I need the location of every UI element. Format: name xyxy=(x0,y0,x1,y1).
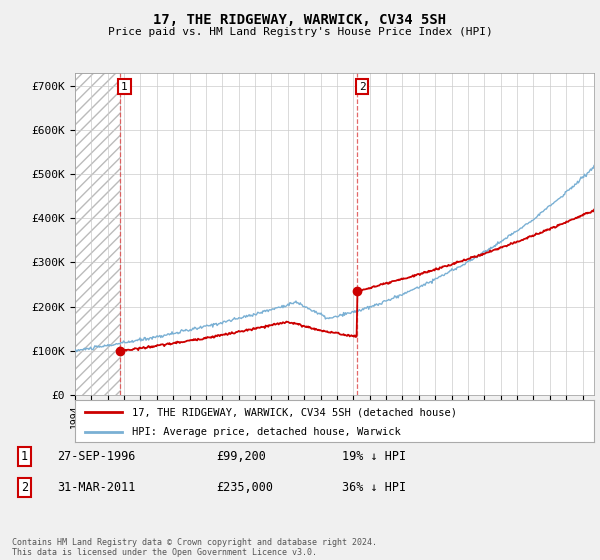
Text: 31-MAR-2011: 31-MAR-2011 xyxy=(57,480,136,494)
Text: 1: 1 xyxy=(21,450,28,463)
Text: £235,000: £235,000 xyxy=(216,480,273,494)
Text: 17, THE RIDGEWAY, WARWICK, CV34 5SH: 17, THE RIDGEWAY, WARWICK, CV34 5SH xyxy=(154,13,446,27)
Text: Contains HM Land Registry data © Crown copyright and database right 2024.
This d: Contains HM Land Registry data © Crown c… xyxy=(12,538,377,557)
Text: 2: 2 xyxy=(21,480,28,494)
Text: HPI: Average price, detached house, Warwick: HPI: Average price, detached house, Warw… xyxy=(132,427,401,437)
Text: Price paid vs. HM Land Registry's House Price Index (HPI): Price paid vs. HM Land Registry's House … xyxy=(107,27,493,37)
Text: 19% ↓ HPI: 19% ↓ HPI xyxy=(342,450,406,463)
Bar xyxy=(75,73,120,395)
Text: 2: 2 xyxy=(359,82,365,92)
Text: £99,200: £99,200 xyxy=(216,450,266,463)
Text: 17, THE RIDGEWAY, WARWICK, CV34 5SH (detached house): 17, THE RIDGEWAY, WARWICK, CV34 5SH (det… xyxy=(132,407,457,417)
Text: 1: 1 xyxy=(121,82,128,92)
Text: 27-SEP-1996: 27-SEP-1996 xyxy=(57,450,136,463)
Text: 36% ↓ HPI: 36% ↓ HPI xyxy=(342,480,406,494)
